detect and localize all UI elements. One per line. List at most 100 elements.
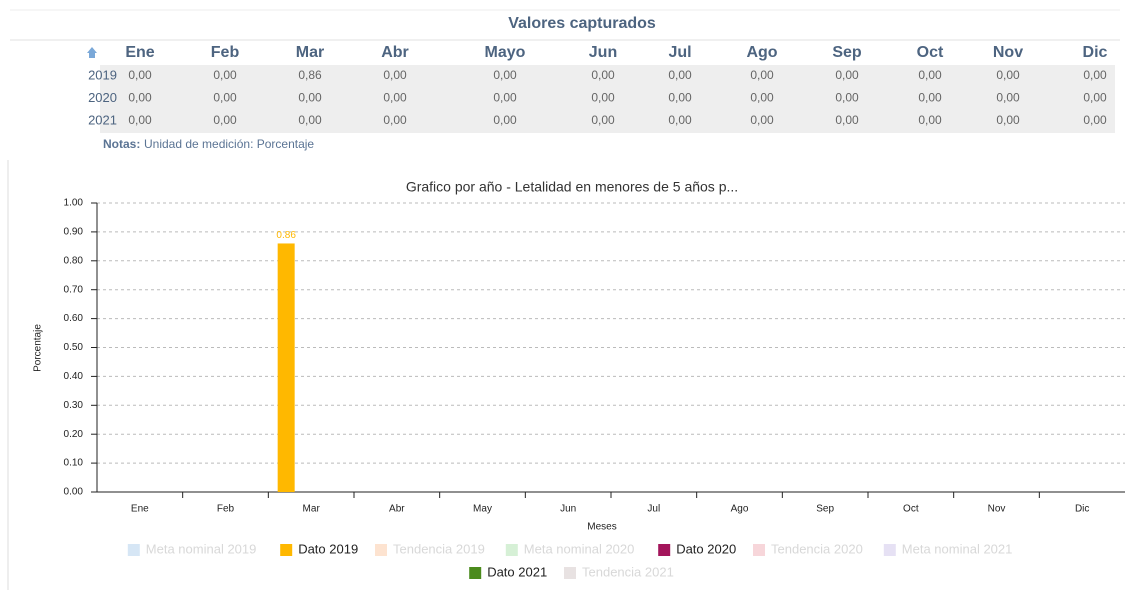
legend-swatch[interactable] bbox=[753, 544, 765, 556]
cell: 0,00 bbox=[213, 91, 237, 105]
cell: 0,00 bbox=[835, 68, 859, 82]
legend-swatch[interactable] bbox=[564, 567, 576, 579]
cell: 0,00 bbox=[213, 68, 237, 82]
x-tick-label: Nov bbox=[988, 504, 1006, 515]
cell: 0,00 bbox=[493, 113, 517, 127]
cell: 0,00 bbox=[835, 91, 859, 105]
legend-label[interactable]: Dato 2021 bbox=[487, 564, 547, 579]
cell: 0,00 bbox=[383, 113, 407, 127]
column-header: Mar bbox=[296, 44, 324, 61]
legend-swatch[interactable] bbox=[127, 544, 140, 556]
data-label: 0.86 bbox=[276, 230, 296, 241]
cell: 0,00 bbox=[493, 91, 517, 105]
y-tick-label: 0.20 bbox=[64, 429, 84, 440]
x-tick-label: Sep bbox=[816, 504, 834, 515]
cell: 0,86 bbox=[298, 68, 322, 82]
legend-label[interactable]: Tendencia 2020 bbox=[771, 541, 863, 556]
chart-title: Grafico por año - Letalidad en menores d… bbox=[406, 179, 738, 195]
x-tick-label: Dic bbox=[1075, 504, 1089, 515]
x-tick-label: Jun bbox=[560, 504, 576, 515]
column-header: Jun bbox=[589, 44, 617, 61]
cell: 0,00 bbox=[750, 68, 774, 82]
y-tick-label: 0.90 bbox=[64, 227, 84, 238]
cell: 0,00 bbox=[591, 68, 615, 82]
cell: 0,00 bbox=[128, 113, 152, 127]
column-header: Abr bbox=[381, 44, 409, 61]
cell: 0,00 bbox=[668, 68, 692, 82]
cell: 0,00 bbox=[750, 91, 774, 105]
legend-swatch[interactable] bbox=[375, 544, 387, 556]
column-header: Oct bbox=[917, 44, 944, 61]
column-header: Mayo bbox=[485, 44, 526, 61]
x-axis-label: Meses bbox=[587, 522, 616, 533]
legend-label[interactable]: Meta nominal 2021 bbox=[902, 541, 1013, 556]
legend-label[interactable]: Tendencia 2021 bbox=[582, 564, 674, 579]
notes-label: Notas: bbox=[103, 137, 140, 151]
cell: 0,00 bbox=[383, 91, 407, 105]
cell: 0,00 bbox=[213, 113, 237, 127]
legend-label[interactable]: Meta nominal 2020 bbox=[524, 541, 635, 556]
cell: 0,00 bbox=[298, 91, 322, 105]
cell: 0,00 bbox=[383, 68, 407, 82]
cell: 0,00 bbox=[918, 113, 942, 127]
x-tick-label: May bbox=[473, 504, 492, 515]
row-year: 2021 bbox=[88, 112, 117, 127]
cell: 0,00 bbox=[668, 91, 692, 105]
legend-swatch[interactable] bbox=[280, 544, 293, 556]
column-header: Ene bbox=[125, 44, 154, 61]
row-year: 2019 bbox=[88, 67, 117, 82]
legend-swatch[interactable] bbox=[883, 544, 896, 556]
cell: 0,00 bbox=[591, 113, 615, 127]
cell: 0,00 bbox=[996, 91, 1020, 105]
cell: 0,00 bbox=[918, 68, 942, 82]
x-tick-label: Abr bbox=[389, 504, 405, 515]
table-body-bg bbox=[100, 65, 1115, 133]
cell: 0,00 bbox=[1083, 113, 1107, 127]
cell: 0,00 bbox=[750, 113, 774, 127]
y-tick-label: 1.00 bbox=[64, 198, 84, 209]
legend-label[interactable]: Dato 2019 bbox=[298, 541, 358, 556]
y-tick-label: 0.10 bbox=[64, 458, 84, 469]
x-tick-label: Mar bbox=[303, 504, 321, 515]
y-tick-label: 0.30 bbox=[64, 400, 84, 411]
y-axis-label: Porcentaje bbox=[33, 324, 44, 372]
cell: 0,00 bbox=[591, 91, 615, 105]
column-header: Feb bbox=[211, 44, 240, 61]
legend-swatch[interactable] bbox=[469, 567, 482, 579]
cell: 0,00 bbox=[835, 113, 859, 127]
x-tick-label: Feb bbox=[217, 504, 235, 515]
cell: 0,00 bbox=[128, 91, 152, 105]
legend-swatch[interactable] bbox=[658, 544, 671, 556]
x-tick-label: Jul bbox=[647, 504, 660, 515]
cell: 0,00 bbox=[996, 113, 1020, 127]
column-header: Nov bbox=[993, 44, 1023, 61]
sort-icon[interactable] bbox=[87, 47, 97, 58]
cell: 0,00 bbox=[918, 91, 942, 105]
row-year: 2020 bbox=[88, 90, 117, 105]
column-header: Ago bbox=[746, 44, 777, 61]
x-tick-label: Ago bbox=[731, 504, 749, 515]
y-tick-label: 0.60 bbox=[64, 313, 84, 324]
cell: 0,00 bbox=[128, 68, 152, 82]
y-tick-label: 0.70 bbox=[64, 284, 84, 295]
legend-label[interactable]: Dato 2020 bbox=[676, 541, 736, 556]
x-tick-label: Oct bbox=[903, 504, 919, 515]
cell: 0,00 bbox=[996, 68, 1020, 82]
column-header: Dic bbox=[1083, 44, 1108, 61]
table-title: Valores capturados bbox=[508, 15, 656, 32]
notes: Unidad de medición: Porcentaje bbox=[144, 137, 314, 151]
x-tick-label: Ene bbox=[131, 504, 149, 515]
y-tick-label: 0.80 bbox=[64, 255, 84, 266]
cell: 0,00 bbox=[493, 68, 517, 82]
y-tick-label: 0.40 bbox=[64, 371, 84, 382]
y-tick-label: 0.00 bbox=[64, 487, 84, 498]
legend-label[interactable]: Meta nominal 2019 bbox=[146, 541, 257, 556]
legend-swatch[interactable] bbox=[505, 544, 518, 556]
legend-label[interactable]: Tendencia 2019 bbox=[393, 541, 485, 556]
cell: 0,00 bbox=[668, 113, 692, 127]
cell: 0,00 bbox=[298, 113, 322, 127]
column-header: Sep bbox=[832, 44, 862, 61]
cell: 0,00 bbox=[1083, 91, 1107, 105]
